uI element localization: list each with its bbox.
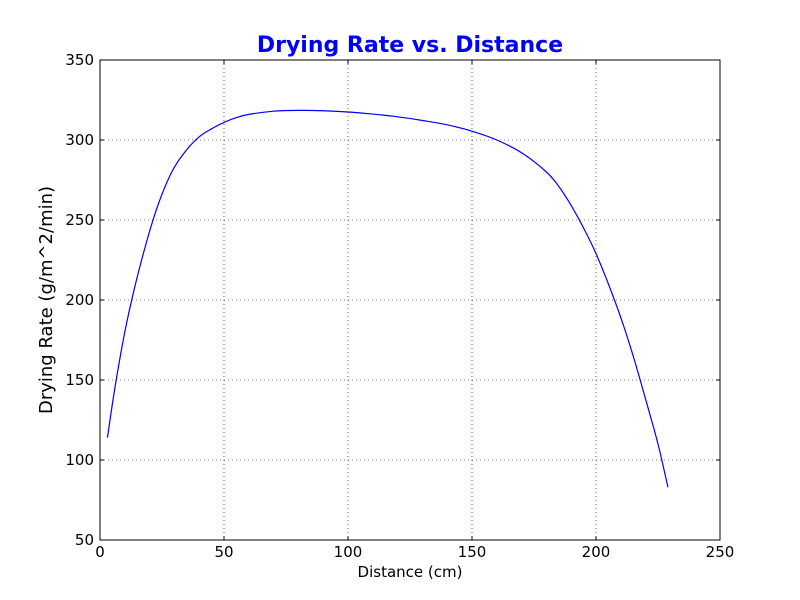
y-tick-label: 50 xyxy=(75,531,94,549)
x-axis-label: Distance (cm) xyxy=(358,563,463,581)
x-tick-label: 150 xyxy=(458,543,487,561)
y-tick-label: 350 xyxy=(65,51,94,69)
y-tick-label: 250 xyxy=(65,211,94,229)
series-line-0 xyxy=(106,109,669,488)
y-tick-label: 100 xyxy=(65,451,94,469)
chart-title: Drying Rate vs. Distance xyxy=(257,33,563,58)
x-tick-label: 100 xyxy=(334,543,363,561)
y-axis-label: Drying Rate (g/m^2/min) xyxy=(36,186,57,414)
grid xyxy=(100,60,720,540)
y-tick-label: 300 xyxy=(65,131,94,149)
series-layer xyxy=(106,109,669,488)
y-tick-label: 200 xyxy=(65,291,94,309)
x-tick-label: 250 xyxy=(706,543,735,561)
x-tick-label: 0 xyxy=(95,543,105,561)
x-tick-label: 50 xyxy=(214,543,233,561)
y-tick-label: 150 xyxy=(65,371,94,389)
x-tick-label: 200 xyxy=(582,543,611,561)
